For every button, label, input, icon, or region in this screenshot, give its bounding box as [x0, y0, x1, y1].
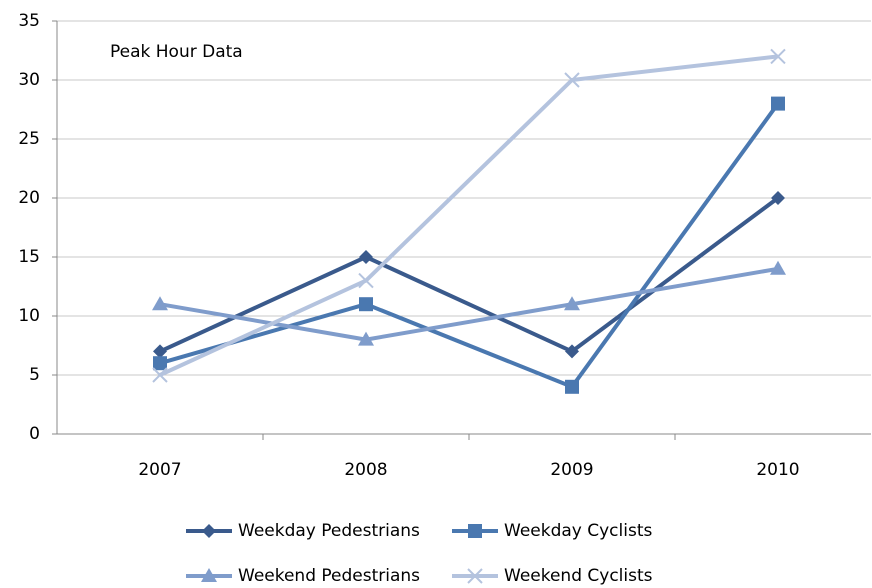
marker: [358, 272, 374, 289]
legend-label: Weekday Cyclists: [504, 521, 652, 541]
marker: [152, 296, 168, 311]
marker: [770, 48, 786, 65]
marker: [358, 331, 374, 346]
series-line: [159, 102, 780, 389]
marker: [359, 250, 373, 264]
y-tick-label: 20: [18, 188, 40, 208]
legend-label: Weekend Cyclists: [504, 566, 653, 586]
x-tick-label: 2008: [344, 460, 387, 480]
y-tick-label: 15: [18, 247, 40, 267]
marker: [359, 297, 373, 312]
y-tick-label: 35: [18, 11, 40, 31]
marker: [201, 568, 217, 582]
marker: [468, 524, 482, 538]
marker: [565, 344, 579, 359]
annotation: Peak Hour Data: [110, 42, 243, 62]
y-tick-label: 0: [29, 424, 40, 444]
marker: [770, 260, 786, 275]
marker: [153, 344, 167, 359]
x-tick-label: 2010: [756, 460, 799, 480]
series-line: [159, 266, 779, 342]
x-tick-label: 2007: [138, 460, 181, 480]
marker: [467, 568, 483, 584]
y-tick-label: 5: [29, 365, 40, 385]
marker: [152, 367, 168, 383]
y-tick-label: 10: [18, 306, 40, 326]
legend-label: Weekend Pedestrians: [238, 566, 420, 586]
y-tick-label: 30: [18, 70, 40, 90]
marker: [771, 191, 785, 205]
marker: [565, 379, 579, 394]
x-tick-label: 2009: [550, 460, 593, 480]
legend-label: Weekday Pedestrians: [238, 521, 420, 541]
marker: [202, 524, 216, 538]
series-line: [159, 54, 779, 377]
series-line: [159, 196, 780, 354]
marker: [564, 72, 580, 88]
y-tick-label: 25: [18, 129, 40, 149]
marker: [564, 296, 580, 311]
marker: [153, 356, 167, 371]
marker: [771, 96, 785, 111]
